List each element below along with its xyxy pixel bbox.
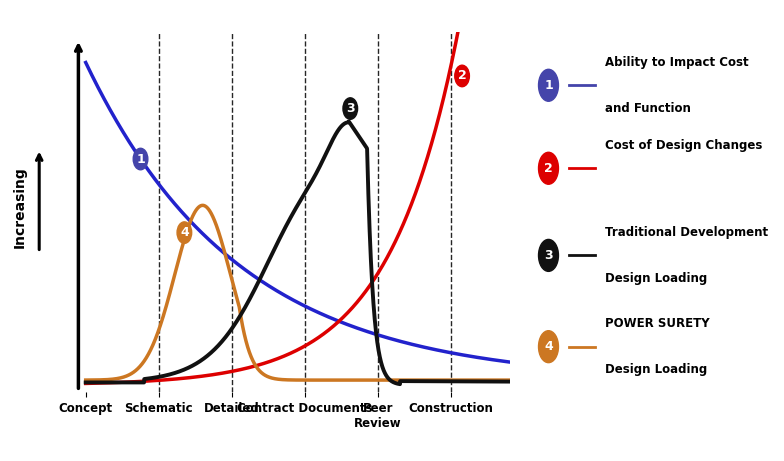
Text: 2: 2 — [544, 162, 553, 175]
Circle shape — [539, 331, 558, 363]
Text: POWER SURETY: POWER SURETY — [605, 317, 710, 331]
Text: 2: 2 — [458, 70, 466, 83]
Text: 4: 4 — [544, 340, 553, 353]
Circle shape — [539, 152, 558, 184]
Ellipse shape — [133, 148, 148, 170]
Text: 1: 1 — [136, 153, 145, 165]
Text: Traditional Development: Traditional Development — [605, 226, 768, 239]
Text: 4: 4 — [180, 226, 189, 239]
Text: 1: 1 — [544, 79, 553, 92]
Text: Design Loading: Design Loading — [605, 363, 708, 376]
Ellipse shape — [343, 98, 358, 119]
Circle shape — [539, 69, 558, 101]
Text: and Function: and Function — [605, 101, 691, 115]
Text: Increasing: Increasing — [13, 166, 27, 248]
Text: 3: 3 — [346, 102, 354, 115]
Ellipse shape — [455, 65, 470, 87]
Circle shape — [539, 239, 558, 272]
Text: Ability to Impact Cost: Ability to Impact Cost — [605, 56, 749, 69]
Text: Design Loading: Design Loading — [605, 272, 708, 285]
Text: Cost of Design Changes: Cost of Design Changes — [605, 139, 763, 152]
Text: 3: 3 — [544, 249, 553, 262]
Ellipse shape — [177, 222, 191, 243]
